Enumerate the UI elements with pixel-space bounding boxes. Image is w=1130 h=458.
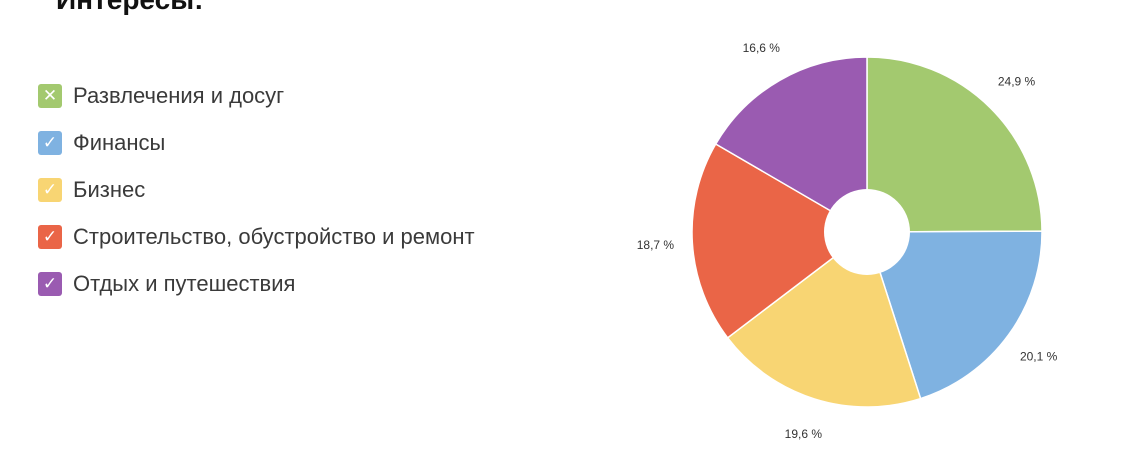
slice-label-2: 20,1 % xyxy=(1020,349,1058,363)
legend-label: Строительство, обустройство и ремонт xyxy=(73,223,475,249)
legend-toggle-x-icon[interactable]: ✕ xyxy=(38,83,62,108)
pie-slice-1[interactable] xyxy=(866,56,1043,233)
pie-slice-5[interactable] xyxy=(714,56,868,234)
legend-label: Бизнес xyxy=(73,176,146,202)
legend-item-travel[interactable]: ✓ Отдых и путешествия xyxy=(38,260,558,307)
pie-slice-3[interactable] xyxy=(726,230,922,408)
slice-label-1: 24,9 % xyxy=(998,75,1036,89)
legend-label: Отдых и путешествия xyxy=(73,270,296,296)
legend-checkbox-check-icon[interactable]: ✓ xyxy=(38,130,62,155)
slice-label-3: 19,6 % xyxy=(785,427,823,441)
slice-label-4: 18,7 % xyxy=(637,238,675,252)
legend-item-construction[interactable]: ✓ Строительство, обустройство и ремонт xyxy=(38,213,558,260)
legend-item-finance[interactable]: ✓ Финансы xyxy=(38,119,558,166)
pie-slice-2[interactable] xyxy=(865,230,1043,400)
slice-label-5: 16,6 % xyxy=(743,41,781,55)
legend-checkbox-check-icon[interactable]: ✓ xyxy=(38,177,62,202)
donut-hole xyxy=(824,189,910,275)
legend-checkbox-check-icon[interactable]: ✓ xyxy=(38,271,62,296)
pie-slice-4[interactable] xyxy=(691,142,869,339)
page-title: Интересы: xyxy=(56,0,203,16)
legend-item-business[interactable]: ✓ Бизнес xyxy=(38,166,558,213)
legend-item-entertainment[interactable]: ✕ Развлечения и досуг xyxy=(38,72,558,119)
donut-chart: 24,9 % 20,1 % 19,6 % 18,7 % 16,6 % xyxy=(637,41,1058,441)
legend-label: Развлечения и досуг xyxy=(73,82,285,108)
legend-checkbox-check-icon[interactable]: ✓ xyxy=(38,224,62,249)
legend-label: Финансы xyxy=(73,129,166,155)
chart-legend: ✕ Развлечения и досуг ✓ Финансы ✓ Бизнес… xyxy=(38,72,558,307)
